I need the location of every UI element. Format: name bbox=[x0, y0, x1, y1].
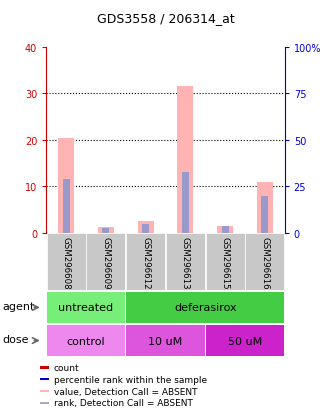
Bar bbox=[182, 173, 189, 233]
Text: 10 uM: 10 uM bbox=[148, 336, 183, 346]
Bar bbox=[86, 234, 125, 291]
Text: GSM296615: GSM296615 bbox=[220, 236, 230, 289]
Bar bbox=[206, 325, 284, 356]
Bar bbox=[47, 234, 86, 291]
Bar bbox=[177, 87, 193, 233]
Bar bbox=[126, 325, 205, 356]
Bar bbox=[40, 390, 49, 392]
Bar bbox=[206, 234, 245, 291]
Bar bbox=[40, 366, 49, 369]
Text: GSM296616: GSM296616 bbox=[260, 236, 269, 289]
Bar bbox=[138, 222, 154, 233]
Bar bbox=[166, 234, 205, 291]
Bar bbox=[47, 325, 125, 356]
Text: GSM296613: GSM296613 bbox=[181, 236, 190, 289]
Bar bbox=[102, 229, 110, 233]
Text: percentile rank within the sample: percentile rank within the sample bbox=[54, 375, 207, 384]
Text: 50 uM: 50 uM bbox=[228, 336, 262, 346]
Bar bbox=[126, 292, 284, 323]
Text: GSM296612: GSM296612 bbox=[141, 236, 150, 289]
Bar bbox=[261, 196, 268, 233]
Bar bbox=[98, 228, 114, 233]
Bar bbox=[221, 226, 229, 233]
Text: agent: agent bbox=[2, 301, 35, 311]
Text: GDS3558 / 206314_at: GDS3558 / 206314_at bbox=[97, 12, 234, 25]
Text: control: control bbox=[67, 336, 105, 346]
Text: untreated: untreated bbox=[59, 303, 114, 313]
Text: GSM296609: GSM296609 bbox=[101, 236, 111, 288]
Bar bbox=[257, 182, 273, 233]
Text: value, Detection Call = ABSENT: value, Detection Call = ABSENT bbox=[54, 387, 197, 396]
Bar bbox=[126, 234, 165, 291]
Bar bbox=[142, 224, 149, 233]
Bar bbox=[63, 180, 70, 233]
Text: GSM296608: GSM296608 bbox=[62, 236, 71, 289]
Bar bbox=[217, 226, 233, 233]
Bar bbox=[58, 139, 74, 233]
Text: dose: dose bbox=[2, 334, 29, 344]
Text: deferasirox: deferasirox bbox=[174, 303, 237, 313]
Text: count: count bbox=[54, 363, 79, 372]
Bar bbox=[40, 401, 49, 404]
Bar bbox=[40, 378, 49, 380]
Text: rank, Detection Call = ABSENT: rank, Detection Call = ABSENT bbox=[54, 399, 192, 407]
Bar bbox=[47, 292, 125, 323]
Bar bbox=[245, 234, 284, 291]
